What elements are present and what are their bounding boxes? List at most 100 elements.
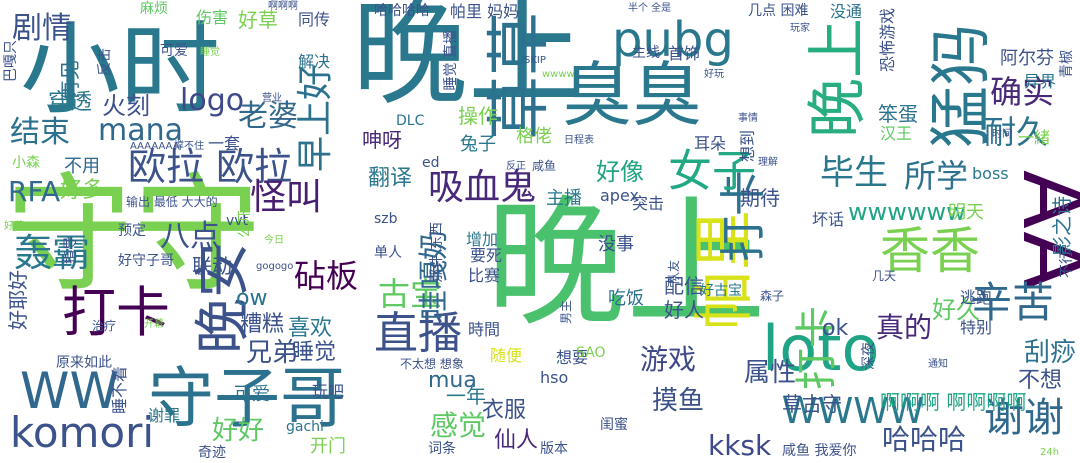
cloud-word: wwwwww xyxy=(848,198,966,226)
cloud-word: 事情 xyxy=(738,113,758,124)
cloud-word: 闺蜜 xyxy=(600,417,628,433)
cloud-word: 欧拉 欧拉 xyxy=(128,145,293,189)
cloud-word: 穿透 xyxy=(48,90,93,115)
cloud-word: 睡不着 xyxy=(110,366,129,415)
cloud-word: 要死 xyxy=(470,246,503,265)
cloud-word: 剧情 xyxy=(12,11,72,46)
cloud-word: 想到 xyxy=(738,130,757,163)
cloud-word: ow xyxy=(236,286,268,311)
cloud-word: 衣服 xyxy=(482,398,527,423)
cloud-word: 主线 xyxy=(632,45,660,61)
cloud-word: 原来如此 xyxy=(56,355,112,371)
cloud-word: 可爱 xyxy=(160,43,188,59)
cloud-word: 守守 xyxy=(5,161,262,310)
cloud-word: 轰霸 xyxy=(14,231,91,275)
cloud-word: 早上好 xyxy=(295,64,336,173)
cloud-word: kksk xyxy=(708,429,772,462)
cloud-word: 几点 困难 xyxy=(748,3,809,19)
cloud-word: mua xyxy=(428,368,477,393)
cloud-word: AAAAAAA xyxy=(130,141,180,152)
cloud-word: 啊啊啊 啊啊啊啊 xyxy=(880,390,1027,414)
cloud-word: 比赛 xyxy=(468,266,501,285)
cloud-word: komori xyxy=(10,408,155,457)
cloud-word: 属性 xyxy=(744,358,797,388)
cloud-word: 首饰 xyxy=(668,44,701,63)
cloud-word: 一緒 xyxy=(1018,128,1051,147)
cloud-word: RFA xyxy=(8,175,61,208)
cloud-word: 晚上 xyxy=(803,18,873,138)
cloud-word: 草古守 xyxy=(782,392,842,416)
cloud-word: 好多 xyxy=(60,178,105,203)
cloud-word: pubg xyxy=(612,12,734,68)
cloud-word: mana xyxy=(98,113,184,148)
cloud-word: 输出 最低 大大的 xyxy=(126,195,218,209)
cloud-word: 好像 xyxy=(596,158,644,186)
cloud-word: 今日 xyxy=(264,235,284,246)
cloud-word: 明天 xyxy=(948,202,984,223)
cloud-word: 谢罪 xyxy=(148,406,181,425)
cloud-word: 小时 xyxy=(20,11,220,128)
cloud-word: 直播 xyxy=(374,308,462,359)
cloud-word: szb xyxy=(374,211,398,227)
cloud-word: 没事 xyxy=(598,234,634,255)
cloud-word: 睡觉 直播 xyxy=(443,30,459,91)
cloud-word: 男主 xyxy=(559,300,573,325)
cloud-word: 时间 xyxy=(992,129,1012,140)
cloud-word: 半个 全是 xyxy=(628,3,672,14)
cloud-word: 反正 xyxy=(506,161,526,172)
cloud-word: wwww xyxy=(542,69,575,80)
cloud-word: loto xyxy=(762,312,880,385)
cloud-word: 啊啊啊 xyxy=(268,1,298,12)
cloud-word: 火刻 xyxy=(102,92,150,120)
cloud-word: ed xyxy=(422,155,440,171)
cloud-word: 汉王 xyxy=(880,124,913,143)
cloud-word: 好古宝 xyxy=(700,283,742,299)
cloud-word: 砧板 xyxy=(294,257,359,295)
cloud-word: 一年 xyxy=(446,384,486,408)
cloud-word: 联动 xyxy=(192,254,232,278)
cloud-word: 24h xyxy=(1040,447,1060,458)
cloud-word: ok xyxy=(822,316,849,341)
cloud-word: 吃饭 xyxy=(608,288,644,309)
cloud-word: 队友 xyxy=(667,260,681,285)
cloud-word: 打卡 xyxy=(62,281,170,344)
cloud-word: 特别 xyxy=(960,318,993,337)
cloud-word: vvt xyxy=(226,213,249,229)
cloud-word: 兄弟 xyxy=(246,338,299,368)
cloud-word: 伤害 xyxy=(196,8,229,27)
cloud-word: 那件 东西 xyxy=(429,222,445,283)
cloud-word: 毕生 xyxy=(820,153,888,193)
cloud-word: 晚上 xyxy=(352,0,584,121)
cloud-word: 不太想 想象 xyxy=(400,357,464,371)
cloud-word: 臭臭 xyxy=(562,54,702,136)
cloud-word: 猛犸 xyxy=(924,24,997,149)
cloud-word: 好玩 xyxy=(704,69,724,80)
cloud-word: 好守子哥 xyxy=(118,253,174,269)
cloud-word: 确实 xyxy=(990,73,1055,111)
cloud-word: 格佬 xyxy=(516,126,552,147)
cloud-word: SKIP xyxy=(524,55,546,66)
cloud-word: 可爱 xyxy=(234,384,270,405)
cloud-word: 解决 xyxy=(298,52,331,71)
cloud-word: 突击 xyxy=(632,194,665,213)
cloud-word: 公开 xyxy=(237,210,253,238)
cloud-word: 操作 xyxy=(458,104,498,128)
cloud-word: 不用 xyxy=(64,156,100,177)
cloud-word: 咸鱼 xyxy=(532,159,557,173)
cloud-word: 阿尔芬 xyxy=(1000,48,1054,69)
cloud-word: 营业 xyxy=(262,93,282,104)
cloud-word: 恐怖游戏 xyxy=(878,8,897,73)
cloud-word: 异界 xyxy=(1024,72,1057,91)
cloud-word: 女子 xyxy=(668,146,756,197)
cloud-word: apex xyxy=(600,186,639,205)
cloud-word: logo xyxy=(180,83,245,118)
cloud-word: 古宝 xyxy=(378,275,443,313)
cloud-word: 時間 xyxy=(468,320,501,339)
cloud-word: 八点 xyxy=(160,219,220,254)
cloud-word: 耐久 xyxy=(984,113,1049,151)
cloud-word: hso xyxy=(540,368,569,387)
cloud-word: 指导 xyxy=(63,236,79,264)
cloud-word: 反击 xyxy=(97,48,113,76)
cloud-word: 版本 xyxy=(540,441,568,457)
